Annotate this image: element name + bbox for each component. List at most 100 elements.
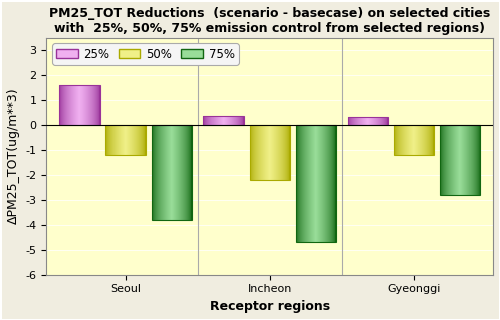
Bar — [187, 125, 188, 220]
Bar — [440, 125, 480, 195]
Bar — [184, 125, 185, 220]
Bar — [67, 85, 68, 125]
Bar — [272, 125, 273, 180]
Bar — [419, 125, 420, 155]
Bar — [270, 125, 271, 180]
Bar — [138, 125, 139, 155]
Bar — [258, 125, 259, 180]
Title: PM25_TOT Reductions  (scenario - basecase) on selected cities
with  25%, 50%, 75: PM25_TOT Reductions (scenario - basecase… — [49, 7, 490, 35]
Bar — [252, 125, 253, 180]
Bar — [92, 85, 93, 125]
Bar — [213, 116, 214, 125]
Bar — [430, 125, 431, 155]
Bar — [398, 125, 399, 155]
Bar — [174, 125, 175, 220]
Bar — [142, 125, 144, 155]
Bar — [131, 125, 132, 155]
Bar — [250, 125, 290, 180]
Bar — [207, 116, 208, 125]
Bar — [98, 85, 99, 125]
Bar — [370, 117, 371, 125]
Bar — [372, 117, 373, 125]
Bar — [348, 117, 388, 125]
Bar — [264, 125, 265, 180]
Bar — [114, 125, 115, 155]
Bar — [90, 85, 91, 125]
Bar — [66, 85, 67, 125]
Bar — [170, 125, 171, 220]
Bar — [178, 125, 179, 220]
Bar — [385, 117, 386, 125]
Bar — [265, 125, 266, 180]
Bar — [167, 125, 168, 220]
Bar — [286, 125, 287, 180]
Bar — [283, 125, 284, 180]
Bar — [407, 125, 408, 155]
Bar — [319, 125, 320, 242]
Bar — [204, 116, 244, 125]
Bar — [366, 117, 367, 125]
Bar — [334, 125, 335, 242]
Bar — [64, 85, 65, 125]
Bar — [266, 125, 267, 180]
Bar — [191, 125, 192, 220]
Bar — [414, 125, 415, 155]
Bar — [380, 117, 381, 125]
Bar — [433, 125, 434, 155]
Bar — [300, 125, 301, 242]
Bar — [111, 125, 112, 155]
Bar — [124, 125, 125, 155]
Bar — [242, 116, 243, 125]
Bar — [83, 85, 84, 125]
Bar — [458, 125, 459, 195]
Bar — [215, 116, 216, 125]
Bar — [168, 125, 169, 220]
Bar — [160, 125, 161, 220]
Bar — [329, 125, 330, 242]
Bar — [240, 116, 241, 125]
Bar — [359, 117, 360, 125]
Bar — [119, 125, 120, 155]
Bar — [216, 116, 217, 125]
Bar — [432, 125, 433, 155]
Bar — [137, 125, 138, 155]
Bar — [474, 125, 475, 195]
Bar — [422, 125, 423, 155]
Bar — [63, 85, 64, 125]
Bar — [423, 125, 424, 155]
Bar — [315, 125, 316, 242]
Bar — [353, 117, 354, 125]
Bar — [224, 116, 225, 125]
Bar — [356, 117, 357, 125]
Bar — [402, 125, 403, 155]
Bar — [255, 125, 256, 180]
Bar — [466, 125, 467, 195]
Bar — [237, 116, 238, 125]
Bar — [355, 117, 356, 125]
Bar — [384, 117, 385, 125]
Bar — [325, 125, 326, 242]
Bar — [299, 125, 300, 242]
Bar — [374, 117, 376, 125]
Bar — [367, 117, 368, 125]
Bar — [328, 125, 329, 242]
Bar — [108, 125, 109, 155]
Bar — [461, 125, 462, 195]
Bar — [88, 85, 89, 125]
Bar — [322, 125, 323, 242]
Bar — [123, 125, 124, 155]
Bar — [165, 125, 166, 220]
Bar — [296, 125, 336, 242]
Bar — [289, 125, 290, 180]
Bar — [132, 125, 133, 155]
Bar — [110, 125, 111, 155]
Bar — [136, 125, 137, 155]
Bar — [234, 116, 235, 125]
Bar — [145, 125, 146, 155]
Bar — [360, 117, 361, 125]
Bar — [236, 116, 237, 125]
Bar — [411, 125, 412, 155]
Bar — [230, 116, 231, 125]
Bar — [118, 125, 119, 155]
Bar — [141, 125, 142, 155]
